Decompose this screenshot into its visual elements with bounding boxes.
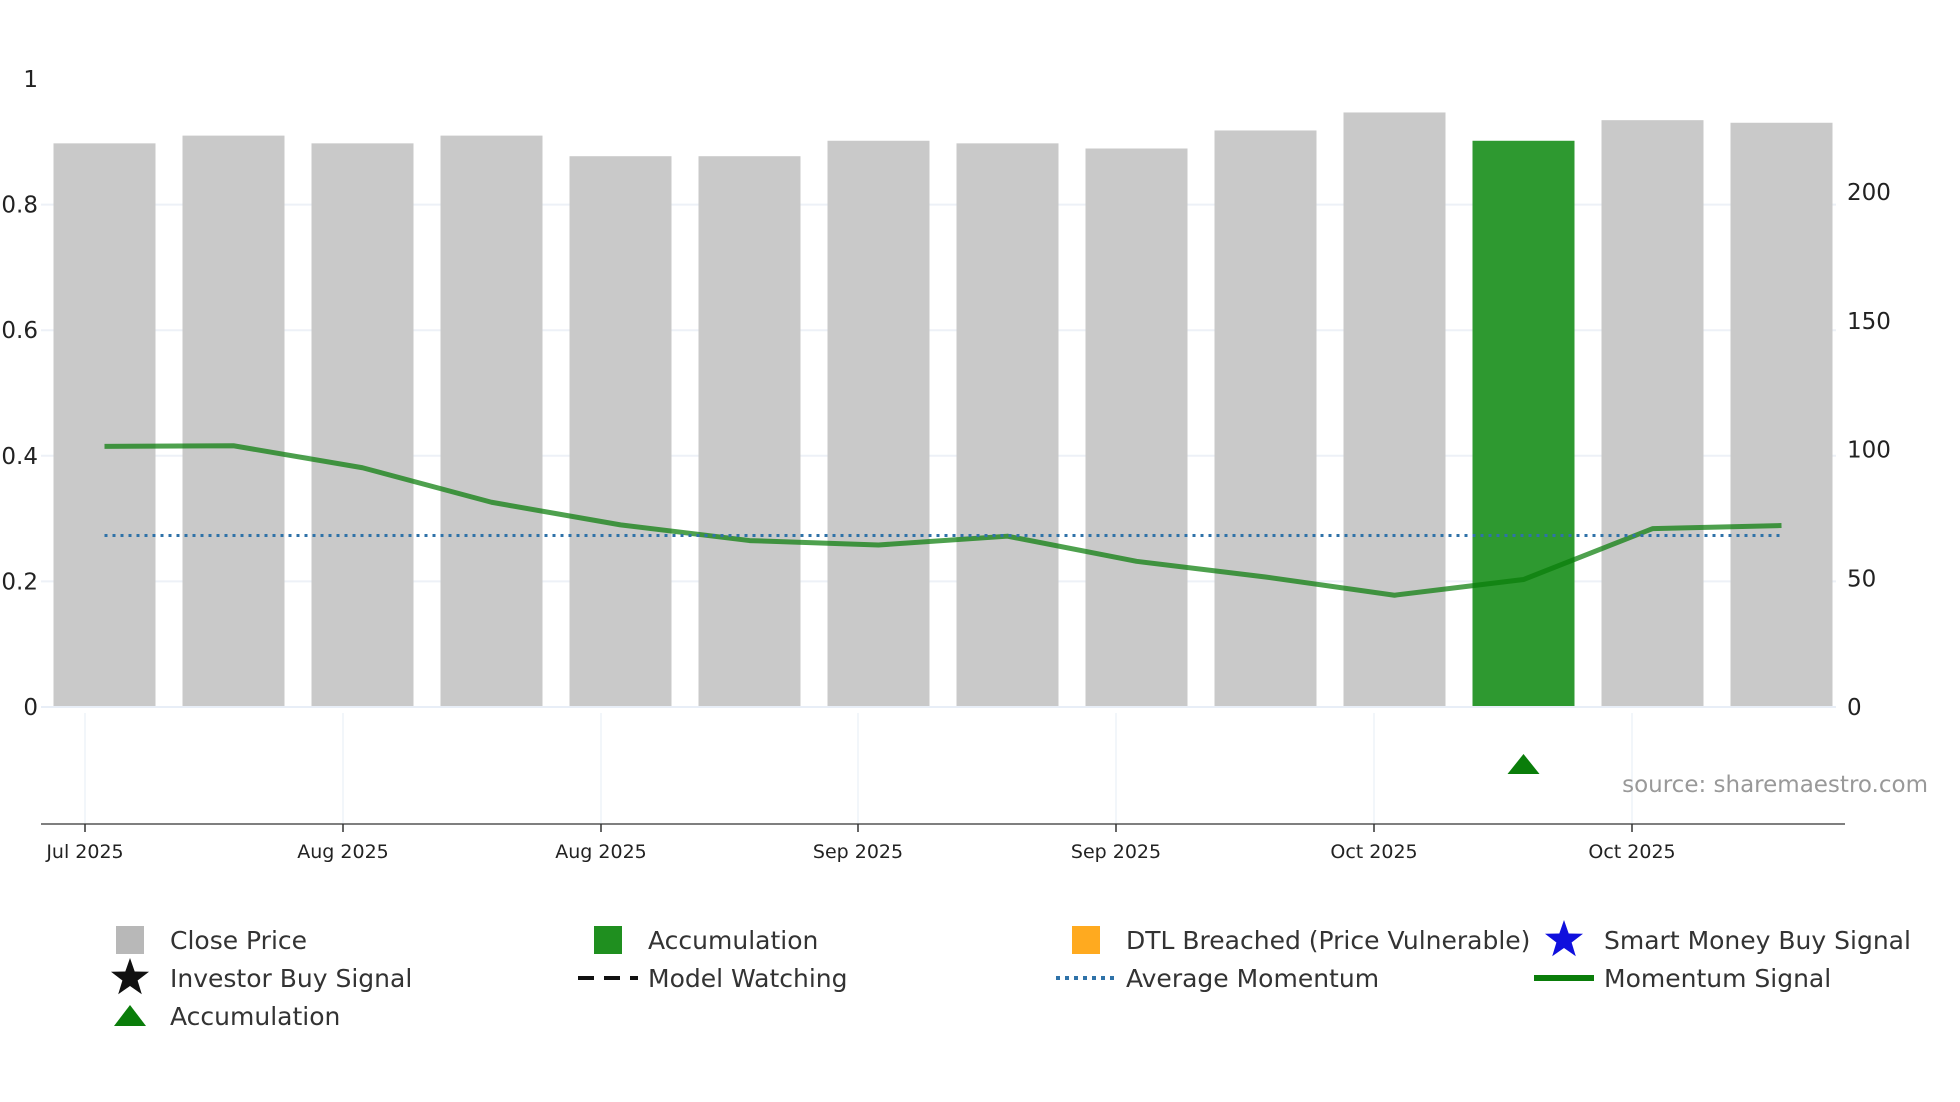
bar (1730, 122, 1833, 708)
legend-item: DTL Breached (Price Vulnerable) (1072, 926, 1530, 955)
bar (311, 143, 414, 708)
source-label: source: sharemaestro.com (1622, 772, 1928, 798)
legend-item: Momentum Signal (1534, 964, 1831, 993)
legend-item: Accumulation (114, 1002, 340, 1031)
legend-label: Investor Buy Signal (170, 964, 412, 993)
legend-item: Accumulation (594, 926, 818, 955)
left-tick-label: 0.6 (1, 318, 38, 344)
right-tick-label: 0 (1847, 695, 1862, 721)
legend-item: Close Price (116, 926, 307, 955)
x-tick-label: Aug 2025 (297, 841, 389, 863)
legend-label: Model Watching (648, 964, 848, 993)
legend-swatch (594, 926, 622, 954)
bar (698, 156, 801, 707)
axes (41, 706, 1845, 825)
momentum-signal-line (104, 443, 1782, 598)
left-tick-label: 1 (23, 67, 38, 93)
triangle-icon (114, 1005, 146, 1026)
bar (1601, 120, 1704, 708)
bar (440, 135, 543, 708)
bar (1085, 148, 1188, 707)
x-axis-ticks: Jul 2025 Aug 2025 Aug 2025 Sep 2025 Sep 2025… (45, 824, 1676, 863)
x-tick-label: Aug 2025 (555, 841, 647, 863)
legend-label: Accumulation (170, 1002, 340, 1031)
legend-label: Momentum Signal (1604, 964, 1831, 993)
legend-item: Investor Buy Signal (111, 958, 412, 995)
star-icon (1545, 920, 1583, 957)
markers (1507, 754, 1540, 774)
legend-label: Close Price (170, 926, 307, 955)
bar (1472, 140, 1575, 707)
legend-swatch (116, 926, 144, 954)
legend-item: Average Momentum (1056, 964, 1379, 993)
left-tick-label: 0.8 (1, 193, 38, 219)
right-tick-label: 50 (1847, 566, 1876, 592)
right-axis-ticks: 0 50 100 150 200 (1847, 180, 1891, 721)
left-axis-ticks: 0 0.2 0.4 0.6 0.8 1 (1, 67, 38, 721)
bar (1214, 130, 1317, 707)
right-tick-label: 200 (1847, 180, 1891, 206)
bar (827, 140, 930, 707)
series-lines (104, 443, 1782, 598)
legend-label: DTL Breached (Price Vulnerable) (1126, 926, 1530, 955)
legend-label: Average Momentum (1126, 964, 1379, 993)
bar (53, 143, 156, 708)
bar (182, 135, 285, 708)
legend-item: Smart Money Buy Signal (1545, 920, 1911, 957)
legend-label: Accumulation (648, 926, 818, 955)
legend-label: Smart Money Buy Signal (1604, 926, 1911, 955)
x-tick-label: Oct 2025 (1330, 841, 1417, 863)
left-tick-label: 0.2 (1, 569, 38, 595)
x-tick-label: Sep 2025 (1071, 841, 1161, 863)
legend-swatch (1072, 926, 1100, 954)
x-tick-label: Sep 2025 (813, 841, 903, 863)
star-icon (111, 958, 149, 995)
bar (569, 156, 672, 707)
x-tick-label: Oct 2025 (1588, 841, 1675, 863)
accumulation-marker (1507, 754, 1540, 774)
right-tick-label: 100 (1847, 438, 1891, 464)
left-tick-label: 0 (23, 695, 38, 721)
right-tick-label: 150 (1847, 309, 1891, 335)
bar (1343, 112, 1446, 708)
bar (956, 143, 1059, 708)
legend: Close Price Accumulation DTL Breached (Pri… (111, 920, 1911, 1031)
legend-item: Model Watching (578, 964, 848, 993)
bars (53, 112, 1833, 708)
left-tick-label: 0.4 (1, 444, 38, 470)
x-tick-label: Jul 2025 (45, 841, 123, 863)
